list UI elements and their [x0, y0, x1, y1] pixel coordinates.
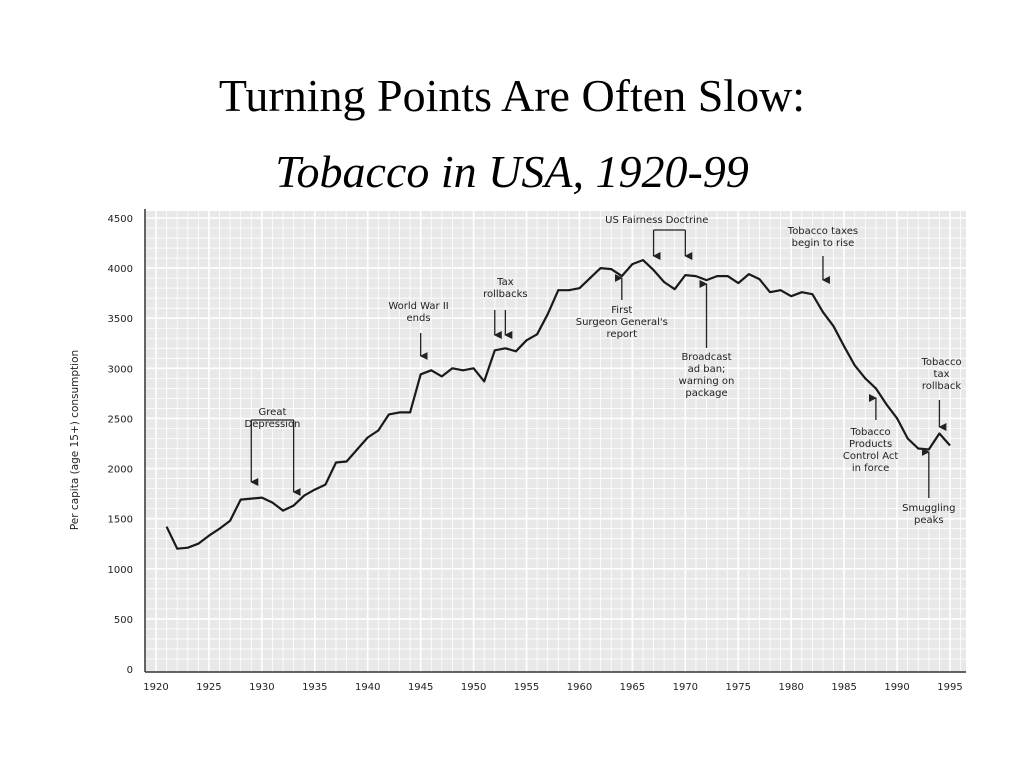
x-tick-label: 1995: [937, 682, 962, 693]
x-tick-label: 1920: [143, 682, 168, 693]
annotation-line: Broadcast: [681, 352, 731, 363]
y-axis-label: Per capita (age 15+) consumption: [69, 350, 81, 530]
x-tick-label: 1965: [620, 682, 645, 693]
annotation-label: Tobacco Products Control Act in force: [843, 427, 898, 474]
annotation-line: Great: [259, 407, 287, 418]
annotation-line: World War II: [388, 301, 448, 312]
annotation-label: Broadcast ad ban; warning on package: [679, 352, 735, 399]
annotation-label: Smuggling peaks: [902, 503, 955, 526]
annotation-label: Great Depression: [245, 407, 301, 430]
annotation-line: Tax: [496, 277, 514, 288]
annotation-line: Tobacco: [920, 357, 961, 368]
annotation-line: Tobacco: [850, 427, 891, 438]
y-tick-label: 2000: [108, 465, 133, 476]
x-tick-label: 1980: [778, 682, 803, 693]
y-tick-label: 1500: [108, 515, 133, 526]
annotation-line: begin to rise: [792, 238, 855, 249]
y-tick-label: 3500: [108, 314, 133, 325]
series-line: [165, 258, 951, 550]
annotation-line: in force: [852, 463, 889, 474]
annotation-line: Control Act: [843, 451, 898, 462]
x-tick-label: 1935: [302, 682, 327, 693]
axes: [144, 209, 966, 673]
x-tick-label: 1990: [884, 682, 909, 693]
x-tick-label: 1950: [461, 682, 486, 693]
x-tick-label: 1970: [673, 682, 698, 693]
series-group: [165, 258, 951, 550]
y-tick-label: 1000: [108, 565, 133, 576]
x-tick-label: 1940: [355, 682, 380, 693]
x-tick-label: 1985: [831, 682, 856, 693]
x-tick-label: 1945: [408, 682, 433, 693]
annotation-line: ad ban;: [688, 364, 726, 375]
annotation-line: Depression: [245, 419, 301, 430]
slide-title: Turning Points Are Often Slow:: [218, 70, 806, 121]
y-tick-label: 0: [127, 665, 133, 676]
annotation-line: rollback: [922, 381, 962, 392]
tobacco-consumption-chart: 0 500 1000 1500 2000 2500 3000 3500 4000 4500 192…: [69, 209, 966, 693]
annotation-line: Surgeon General's: [576, 317, 668, 328]
annotation-line: Products: [849, 439, 892, 450]
x-tick-label: 1960: [567, 682, 592, 693]
slide-subtitle: Tobacco in USA, 1920-99: [275, 146, 749, 197]
annotation-line: First: [611, 305, 632, 316]
annotation-label: First Surgeon General's report: [576, 305, 668, 340]
annotation-line: package: [685, 388, 727, 399]
y-tick-label: 4000: [108, 264, 133, 275]
x-tick-label: 1930: [249, 682, 274, 693]
plot-area: [145, 211, 966, 672]
y-axis-ticks: 0 500 1000 1500 2000 2500 3000 3500 4000 4500: [108, 214, 133, 676]
annotation-line: rollbacks: [483, 289, 528, 300]
annotation-line: Tobacco taxes: [787, 226, 858, 237]
annotation-line: peaks: [914, 515, 944, 526]
annotation-line: report: [607, 329, 638, 340]
annotation-line: warning on: [679, 376, 735, 387]
annotation-label: Tax rollbacks: [483, 277, 528, 300]
annotation-label: Tobacco tax rollback: [920, 357, 961, 392]
annotation-line: tax: [934, 369, 950, 380]
annotation-line: Smuggling: [902, 503, 955, 514]
y-tick-label: 2500: [108, 414, 133, 425]
x-tick-label: 1925: [196, 682, 221, 693]
x-tick-label: 1955: [514, 682, 539, 693]
y-tick-label: 500: [114, 615, 133, 626]
y-tick-label: 3000: [108, 364, 133, 375]
annotation-label: World War II ends: [388, 301, 448, 324]
annotation-label: US Fairness Doctrine: [605, 215, 708, 226]
x-tick-label: 1975: [726, 682, 751, 693]
x-axis-ticks: 1920 1925 1930 1935 1940 1945 1950 1955 1960 1965…: [143, 682, 962, 693]
annotation-label: Tobacco taxes begin to rise: [787, 226, 858, 249]
annotation-line: US Fairness Doctrine: [605, 215, 708, 226]
annotation-line: ends: [407, 313, 431, 324]
y-tick-label: 4500: [108, 214, 133, 225]
